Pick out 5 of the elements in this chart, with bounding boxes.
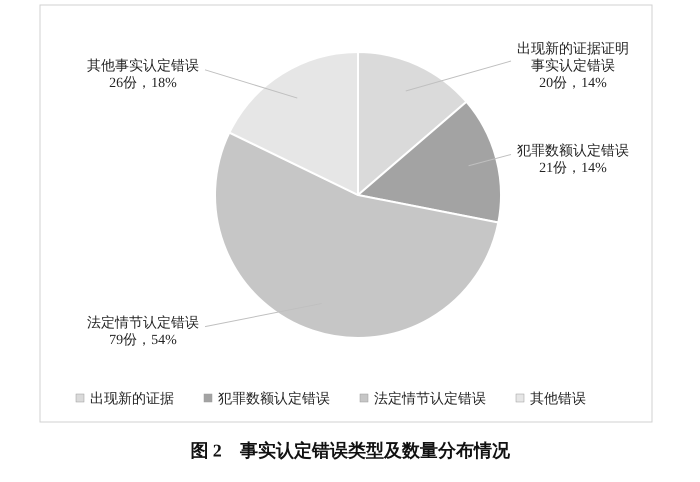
legend-label: 出现新的证据 (90, 390, 174, 407)
legend-label: 犯罪数额认定错误 (218, 390, 330, 407)
text: 图 2 事实认定错误类型及数量分布情况 (190, 440, 511, 460)
legend-label: 其他错误 (530, 390, 586, 407)
legend-label: 法定情节认定错误 (374, 390, 486, 407)
